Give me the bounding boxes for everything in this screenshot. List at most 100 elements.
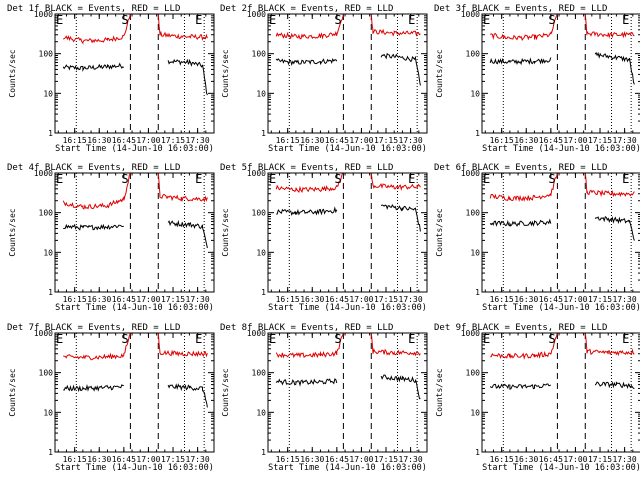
lld-series-line — [63, 332, 208, 361]
panel-det-7: Det 7f BLACK = Events, RED = LLD 1 10 100 10… — [7, 323, 215, 473]
panel-title: Det 1f BLACK = Events, RED = LLD — [7, 4, 180, 14]
y-tick-label: 100 — [252, 369, 267, 378]
x-tick-label: 17:15 — [161, 295, 185, 304]
x-tick-label: 17:00 — [349, 455, 373, 464]
y-tick-label: 100 — [252, 209, 267, 218]
x-tick-label: 16:30 — [300, 136, 324, 145]
events-series-line — [62, 58, 208, 96]
y-tick-label: 100 — [466, 369, 481, 378]
panel-title: Det 6f BLACK = Events, RED = LLD — [434, 163, 607, 173]
x-tick-label: 16:45 — [112, 295, 136, 304]
interval-marker: E — [56, 13, 63, 27]
interval-marker: S — [334, 172, 341, 186]
panel-title: Det 3f BLACK = Events, RED = LLD — [434, 4, 607, 14]
y-tick-label: 10 — [256, 248, 266, 257]
interval-marker: E — [56, 172, 63, 186]
y-axis-label: Counts/sec — [8, 208, 17, 256]
x-tick-label: 17:15 — [588, 136, 612, 145]
interval-marker: E — [408, 332, 415, 346]
x-tick-label: 16:45 — [112, 136, 136, 145]
events-series-line — [489, 51, 635, 85]
y-tick-label: 1 — [261, 129, 266, 138]
x-tick-label: 16:45 — [325, 295, 349, 304]
x-tick-label: 17:30 — [399, 455, 423, 464]
x-tick-label: 17:15 — [374, 455, 398, 464]
x-axis-label: Start Time (14-Jun-10 16:03:00) — [482, 144, 640, 154]
x-tick-label: 17:30 — [186, 295, 210, 304]
x-tick-label: 16:15 — [490, 136, 514, 145]
y-axis-label: Counts/sec — [8, 368, 17, 416]
x-tick-label: 17:00 — [136, 295, 160, 304]
x-tick-label: 16:30 — [300, 295, 324, 304]
x-tick-label: 17:00 — [563, 455, 587, 464]
lld-series-line — [489, 13, 635, 42]
interval-marker: S — [121, 13, 128, 27]
lld-series-line — [490, 332, 635, 360]
panel-title: Det 4f BLACK = Events, RED = LLD — [7, 163, 180, 173]
x-tick-label: 16:45 — [539, 136, 563, 145]
x-tick-label: 16:30 — [87, 136, 111, 145]
y-axis-label: Counts/sec — [435, 368, 444, 416]
x-tick-label: 17:15 — [588, 455, 612, 464]
plot-frame — [267, 172, 428, 293]
y-tick-label: 10 — [43, 248, 53, 257]
events-series-line — [489, 215, 635, 241]
lld-series-line — [62, 172, 208, 210]
x-tick-label: 17:30 — [613, 295, 637, 304]
x-axis-label: Start Time (14-Jun-10 16:03:00) — [482, 463, 640, 473]
x-tick-label: 17:00 — [349, 136, 373, 145]
x-tick-label: 16:15 — [276, 295, 300, 304]
plot-frame — [54, 332, 215, 453]
x-tick-label: 16:45 — [112, 455, 136, 464]
x-tick-label: 16:15 — [63, 295, 87, 304]
panel-det-6: Det 6f BLACK = Events, RED = LLD 1 10 100 10… — [434, 163, 640, 313]
y-tick-label: 1 — [475, 288, 480, 297]
y-tick-label: 1 — [475, 129, 480, 138]
x-tick-label: 17:00 — [563, 295, 587, 304]
lld-series-line — [275, 13, 421, 40]
x-tick-label: 16:15 — [276, 455, 300, 464]
y-tick-label: 100 — [39, 50, 54, 59]
y-tick-label: 10 — [256, 89, 266, 98]
x-tick-label: 17:00 — [136, 136, 160, 145]
interval-marker: S — [334, 332, 341, 346]
y-tick-label: 1 — [261, 448, 266, 457]
y-axis-label: Counts/sec — [221, 49, 230, 97]
x-tick-label: 16:15 — [490, 455, 514, 464]
y-tick-label: 1 — [48, 448, 53, 457]
interval-marker: E — [195, 172, 202, 186]
x-axis-label: Start Time (14-Jun-10 16:03:00) — [55, 303, 214, 313]
x-tick-label: 17:15 — [588, 295, 612, 304]
events-series-line — [63, 219, 208, 249]
x-axis-label: Start Time (14-Jun-10 16:03:00) — [482, 303, 640, 313]
panel-title: Det 8f BLACK = Events, RED = LLD — [220, 323, 393, 333]
x-tick-label: 17:00 — [136, 455, 160, 464]
x-tick-label: 16:30 — [87, 295, 111, 304]
x-axis-label: Start Time (14-Jun-10 16:03:00) — [55, 463, 214, 473]
panel-det-1: Det 1f BLACK = Events, RED = LLD 1 10 100 10… — [7, 4, 215, 154]
x-tick-label: 17:30 — [186, 136, 210, 145]
x-tick-label: 16:45 — [325, 455, 349, 464]
lld-series-line — [275, 332, 421, 359]
x-tick-label: 17:30 — [613, 136, 637, 145]
y-tick-label: 100 — [466, 209, 481, 218]
plot-frame — [481, 13, 640, 134]
y-tick-label: 1000 — [34, 169, 53, 178]
x-tick-label: 17:30 — [399, 136, 423, 145]
y-tick-label: 1000 — [461, 169, 480, 178]
panel-title: Det 2f BLACK = Events, RED = LLD — [220, 4, 393, 14]
plot-frame — [481, 332, 640, 453]
y-tick-label: 1 — [48, 129, 53, 138]
x-tick-label: 16:30 — [87, 455, 111, 464]
x-tick-label: 16:45 — [539, 455, 563, 464]
interval-marker: E — [195, 332, 202, 346]
x-axis-label: Start Time (14-Jun-10 16:03:00) — [268, 463, 427, 473]
panel-det-8: Det 8f BLACK = Events, RED = LLD 1 10 100 10… — [220, 323, 428, 473]
x-tick-label: 16:15 — [490, 295, 514, 304]
plot-frame — [481, 172, 640, 293]
panel-det-4: Det 4f BLACK = Events, RED = LLD 1 10 100 10… — [7, 163, 215, 313]
y-tick-label: 100 — [252, 50, 267, 59]
interval-marker: S — [121, 332, 128, 346]
y-tick-label: 100 — [466, 50, 481, 59]
